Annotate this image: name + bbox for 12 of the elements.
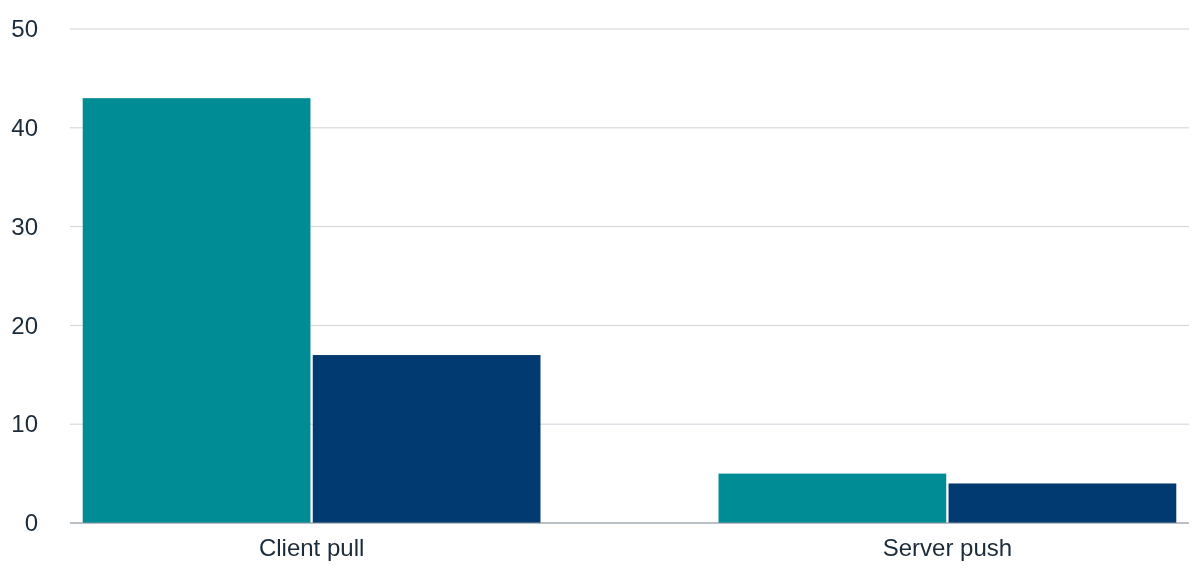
y-tick-label: 10 xyxy=(11,410,38,438)
y-tick-label: 30 xyxy=(11,212,38,240)
y-tick-label: 20 xyxy=(11,311,38,339)
bar xyxy=(948,483,1177,523)
y-tick-label: 50 xyxy=(11,15,38,43)
bar xyxy=(718,473,947,523)
x-tick-label: Server push xyxy=(882,534,1013,562)
y-tick-label: 0 xyxy=(24,509,38,537)
bar xyxy=(312,355,541,523)
bar xyxy=(82,98,311,523)
x-tick-label: Client pull xyxy=(258,534,365,562)
y-tick-label: 40 xyxy=(11,113,38,141)
